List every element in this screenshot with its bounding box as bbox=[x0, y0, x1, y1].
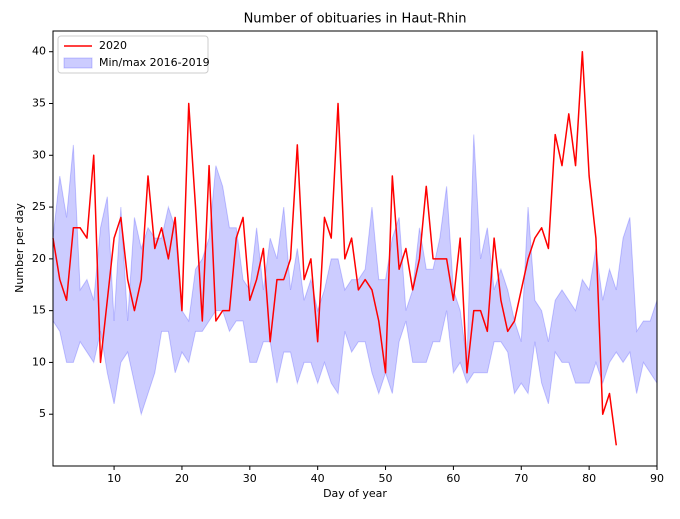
x-tick-label: 90 bbox=[650, 472, 664, 485]
y-tick-label: 5 bbox=[39, 407, 46, 420]
plot-frame bbox=[52, 30, 658, 467]
legend-box bbox=[57, 35, 209, 74]
series-line bbox=[52, 50, 618, 446]
chart-title: Number of obituaries in Haut-Rhin bbox=[244, 12, 467, 27]
x-tick-label: 70 bbox=[514, 472, 528, 485]
x-tick-label: 10 bbox=[107, 472, 121, 485]
legend-label: Min/max 2016-2019 bbox=[99, 56, 210, 69]
legend-swatch bbox=[63, 57, 93, 69]
y-tick-label: 30 bbox=[32, 148, 46, 161]
x-tick-label: 80 bbox=[582, 472, 596, 485]
y-tick-label: 10 bbox=[32, 355, 46, 368]
x-tick-label: 20 bbox=[175, 472, 189, 485]
x-axis-label: Day of year bbox=[323, 487, 387, 500]
y-tick-label: 20 bbox=[32, 252, 46, 265]
x-tick-label: 30 bbox=[243, 472, 257, 485]
x-tick-label: 40 bbox=[311, 472, 325, 485]
y-tick-label: 25 bbox=[32, 200, 46, 213]
y-tick-label: 15 bbox=[32, 304, 46, 317]
y-tick-label: 40 bbox=[32, 45, 46, 58]
x-tick-label: 50 bbox=[379, 472, 393, 485]
y-axis-label: Number per day bbox=[13, 203, 26, 293]
legend-label: 2020 bbox=[99, 39, 127, 52]
x-tick-label: 60 bbox=[446, 472, 460, 485]
y-tick-label: 35 bbox=[32, 97, 46, 110]
